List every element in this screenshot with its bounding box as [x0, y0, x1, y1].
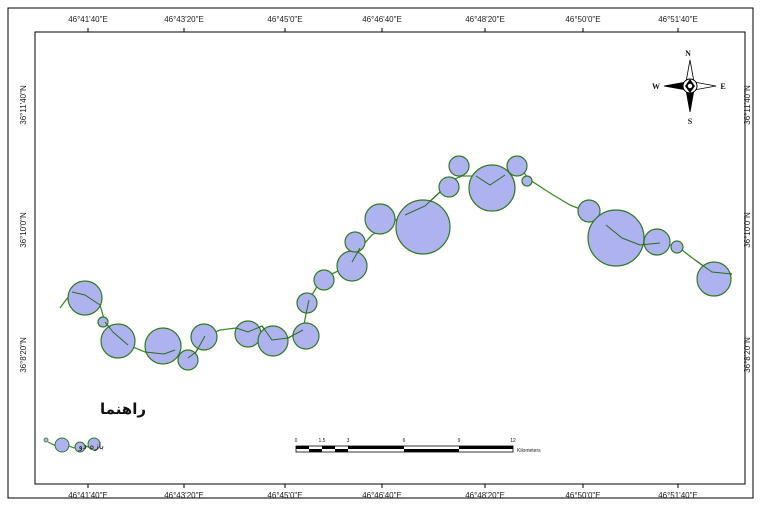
legend: راهنما بازه دو [43, 400, 146, 453]
top-longitude-labels: 46°41'40"E 46°43'20"E 46°45'0"E 46°46'40… [68, 15, 698, 24]
outer-neatline [7, 7, 754, 499]
graticule-ticks [87, 28, 679, 488]
lat-label: 36°10'0"N [743, 212, 752, 248]
buffer-circle [506, 155, 528, 177]
scale-tick-label: 3 [347, 438, 350, 444]
river-route-line-overlay [71, 174, 733, 359]
scale-tick-label: 1.5 [319, 438, 326, 444]
scale-tick-label: 9 [458, 438, 461, 444]
buffer-circle [643, 228, 671, 256]
buffer-circle [100, 323, 136, 359]
buffer-circle [521, 175, 533, 187]
buffer-circle [670, 240, 684, 254]
west-label: W [652, 82, 660, 91]
buffer-circle [438, 176, 460, 198]
buffer-circles-icon [43, 437, 101, 453]
lon-label: 46°50'0"E [565, 15, 600, 24]
map-frame [34, 31, 746, 485]
lon-label: 46°41'40"E [68, 15, 108, 24]
buffer-circle [468, 164, 516, 212]
right-latitude-labels: 36°11'40"N 36°10'0"N 36°8'20"N [743, 85, 752, 373]
buffer-circle [67, 280, 103, 316]
buffer-circle [234, 320, 262, 348]
lat-label: 36°8'20"N [743, 337, 752, 373]
buffer-circle [395, 199, 451, 255]
lat-label: 36°11'40"N [19, 85, 28, 125]
buffer-circle [313, 269, 335, 291]
buffer-circle [292, 322, 320, 350]
buffer-circle [257, 325, 289, 357]
lon-label: 46°43'20"E [164, 15, 204, 24]
lon-label: 46°45'0"E [267, 491, 302, 500]
buffer-circle [296, 292, 318, 314]
buffer-circle [144, 327, 182, 365]
lon-label: 46°51'40"E [658, 491, 698, 500]
bottom-longitude-labels: 46°41'40"E 46°43'20"E 46°45'0"E 46°46'40… [68, 491, 698, 500]
lon-label: 46°51'40"E [658, 15, 698, 24]
lon-label: 46°50'0"E [565, 491, 600, 500]
north-label: N [685, 49, 691, 58]
buffer-circle [448, 155, 470, 177]
buffer-zones [67, 155, 732, 371]
buffer-circle [577, 199, 601, 223]
north-arrow: N S E W [652, 49, 726, 126]
buffer-circle [364, 203, 396, 235]
buffer-circle [344, 231, 366, 253]
legend-title: راهنما [100, 400, 146, 418]
lon-label: 46°41'40"E [68, 491, 108, 500]
buffer-circle [587, 209, 645, 267]
lat-label: 36°10'0"N [19, 212, 28, 248]
buffer-circle [696, 261, 732, 297]
lat-label: 36°11'40"N [743, 85, 752, 125]
buffer-circle [97, 316, 109, 328]
compass-rose-icon [663, 59, 717, 113]
lon-label: 46°46'40"E [362, 491, 402, 500]
legend-item-label: بازه دو [77, 442, 104, 452]
buffer-circle [177, 349, 199, 371]
buffer-circle [336, 250, 368, 282]
lon-label: 46°46'40"E [362, 15, 402, 24]
lat-label: 36°8'20"N [19, 337, 28, 373]
scale-tick-label: 12 [510, 438, 516, 444]
scale-tick-label: 6 [403, 438, 406, 444]
scale-unit-label: Kilometers [517, 448, 541, 454]
lon-label: 46°45'0"E [267, 15, 302, 24]
scale-tick-label: 0 [295, 438, 298, 444]
lon-label: 46°48'20"E [465, 491, 505, 500]
left-latitude-labels: 36°11'40"N 36°10'0"N 36°8'20"N [19, 85, 28, 373]
lon-label: 46°48'20"E [465, 15, 505, 24]
lon-label: 46°43'20"E [164, 491, 204, 500]
scale-bar: 0 1.5 3 6 9 12 Kilometers [295, 438, 542, 454]
east-label: E [720, 82, 725, 91]
south-label: S [688, 117, 693, 126]
